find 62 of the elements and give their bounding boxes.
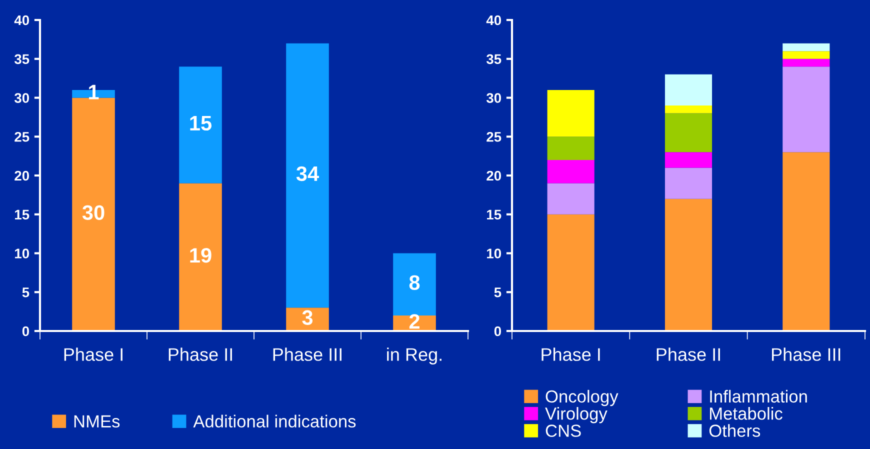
bar bbox=[286, 43, 329, 308]
y-tick-label: 35 bbox=[486, 54, 502, 64]
legend-label: Inflammation bbox=[710, 390, 807, 403]
bar bbox=[664, 152, 712, 168]
y-tick-label: 35 bbox=[14, 54, 30, 64]
y-tick-label: 40 bbox=[14, 15, 30, 26]
y-tick-label: 40 bbox=[486, 15, 502, 26]
y-tick-label: 0 bbox=[494, 326, 502, 336]
y-tick-label: 30 bbox=[14, 93, 30, 103]
y-tick-label: 10 bbox=[15, 248, 30, 258]
x-tick-label: Phase I bbox=[542, 348, 600, 361]
bar bbox=[547, 136, 594, 160]
y-tick-label: 15 bbox=[487, 210, 502, 220]
bar bbox=[179, 66, 222, 184]
bar bbox=[547, 214, 594, 331]
x-tick-label: Phase I bbox=[64, 348, 122, 361]
bar bbox=[664, 168, 712, 199]
bar bbox=[547, 183, 594, 214]
y-tick-label: 15 bbox=[15, 210, 30, 220]
y-tick-label: 20 bbox=[486, 170, 502, 181]
bar bbox=[664, 106, 712, 114]
bar bbox=[782, 66, 830, 152]
data-label: 30 bbox=[82, 205, 104, 220]
bar bbox=[72, 98, 115, 331]
y-tick-label: 5 bbox=[494, 288, 502, 298]
x-tick-label: Phase III bbox=[772, 348, 840, 361]
bar bbox=[179, 183, 222, 331]
data-label: 15 bbox=[190, 116, 212, 131]
y-tick-label: 25 bbox=[14, 132, 30, 142]
data-label: 1 bbox=[89, 84, 99, 100]
data-label: 34 bbox=[296, 166, 319, 182]
x-tick-label: Phase III bbox=[273, 348, 342, 361]
legend-label: CNS bbox=[546, 424, 581, 437]
y-tick-label: 5 bbox=[22, 288, 30, 298]
legend-label: NMEs bbox=[74, 415, 120, 428]
y-tick-label: 10 bbox=[487, 248, 502, 258]
y-tick-label: 25 bbox=[486, 132, 502, 142]
bar bbox=[664, 74, 712, 106]
bar bbox=[782, 152, 830, 331]
legend-label: Additional indications bbox=[193, 414, 356, 428]
y-tick-label: 0 bbox=[22, 326, 30, 336]
x-tick-label: in Reg. bbox=[387, 348, 442, 364]
bar bbox=[664, 198, 712, 331]
bar bbox=[782, 51, 830, 59]
legend-label: Others bbox=[709, 424, 760, 437]
x-tick-label: Phase II bbox=[168, 348, 232, 361]
bar bbox=[393, 253, 436, 316]
data-label: 3 bbox=[302, 310, 313, 325]
x-tick-label: Phase II bbox=[656, 348, 720, 361]
legend-label: Metabolic bbox=[710, 407, 782, 420]
bar bbox=[547, 160, 594, 184]
y-tick-label: 30 bbox=[486, 93, 502, 103]
data-label: 19 bbox=[190, 248, 212, 263]
bar bbox=[547, 90, 594, 137]
y-tick-label: 20 bbox=[14, 170, 30, 181]
bar bbox=[664, 113, 712, 152]
bar bbox=[782, 58, 830, 67]
legend-label: Virology bbox=[545, 407, 608, 424]
data-label: 8 bbox=[409, 275, 420, 290]
legend-label: Oncology bbox=[546, 390, 618, 406]
bar bbox=[782, 43, 830, 52]
data-label: 2 bbox=[409, 314, 420, 329]
